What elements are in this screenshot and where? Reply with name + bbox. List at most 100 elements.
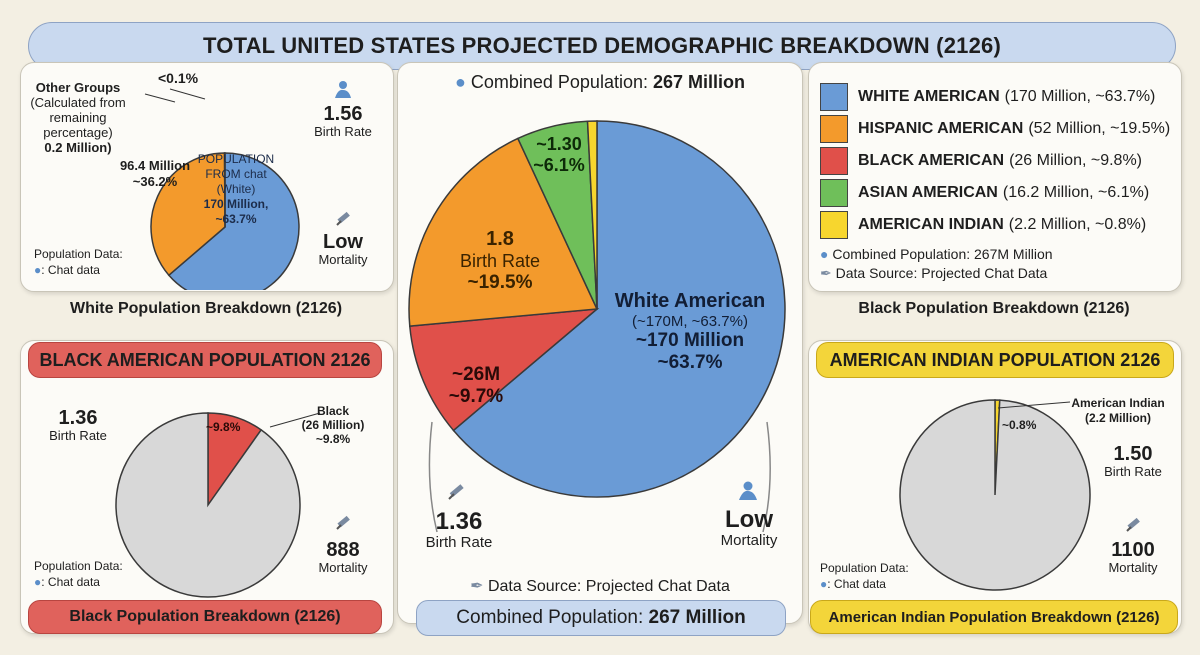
center-black-label: ~26M ~9.7% — [436, 364, 516, 408]
legend-item: HISPANIC AMERICAN (52 Million, ~19.5%) — [820, 115, 1170, 143]
person-icon: ● — [820, 577, 828, 591]
black-slice-label: ~9.8% — [206, 420, 241, 434]
center-combined: ● Combined Population: 267 Million — [400, 72, 800, 93]
syringe-small-icon: ✒ — [470, 578, 484, 595]
indian-panel-header-text: AMERICAN INDIAN POPULATION 2126 — [829, 349, 1161, 370]
white-breakdown-pie — [144, 88, 300, 290]
center-birth-rate: 1.36 Birth Rate — [414, 508, 504, 552]
center-asian-line1: ~1.30 — [536, 134, 582, 154]
pie-slice-hispanic — [150, 152, 226, 277]
black-pop-data: Population Data: ●: Chat data — [34, 558, 123, 590]
legend-item: ASIAN AMERICAN (16.2 Million, ~6.1%) — [820, 179, 1149, 207]
center-hisp-line1: 1.8 — [486, 228, 514, 250]
baby-icon: ● — [820, 246, 829, 262]
center-white-line3: ~170 Million — [635, 330, 745, 351]
black-pop-data-label: Population Data: — [34, 559, 123, 573]
white-breakdown-caption: White Population Breakdown (2126) — [69, 300, 343, 317]
pie-slice-white — [167, 152, 300, 290]
tl-white-line4: 170 Million, — [203, 197, 269, 211]
indian-mort-label: Mortality — [1108, 560, 1158, 575]
indian-pop-data-src: : Chat data — [827, 577, 886, 591]
tl-pop-data: Population Data: ●: Chat data — [34, 246, 123, 278]
center-black-line1: ~26M — [451, 364, 501, 385]
pie-slice-white — [452, 120, 786, 498]
legend-detail: (26 Million, ~9.8%) — [1009, 152, 1143, 169]
center-asian-line2: ~6.1% — [533, 155, 585, 175]
black-panel-header: BLACK AMERICAN POPULATION 2126 — [28, 342, 382, 378]
black-callout-line3: ~9.8% — [315, 432, 351, 446]
legend-source-text: Data Source: Projected Chat Data — [835, 265, 1048, 281]
legend-item: BLACK AMERICAN (26 Million, ~9.8%) — [820, 147, 1142, 175]
indian-panel-header: AMERICAN INDIAN POPULATION 2126 — [816, 342, 1174, 378]
black-mortality: 888 Mortality — [306, 540, 380, 575]
person-icon: ● — [34, 263, 42, 277]
black-birth-label: Birth Rate — [49, 428, 107, 443]
black-mort-label: Mortality — [318, 560, 368, 575]
legend-detail: (52 Million, ~19.5%) — [1028, 120, 1171, 137]
other-groups-line3: remaining — [49, 110, 107, 125]
legend-source: ✒ Data Source: Projected Chat Data — [820, 265, 1047, 282]
center-mort-label: Mortality — [720, 532, 778, 549]
tiny-slice-label: <0.1% — [158, 70, 199, 86]
indian-callout-line1: American Indian — [1071, 396, 1165, 410]
tl-pop-data-source: ●: Chat data — [34, 262, 123, 278]
center-mort-value: Low — [725, 506, 773, 533]
indian-pop-data: Population Data: ●: Chat data — [820, 560, 909, 592]
center-white-line2: (~170M, ~63.7%) — [632, 313, 748, 330]
pie-slice-hispanic — [408, 137, 599, 327]
person-icon: ● — [34, 575, 42, 589]
pie-slice-other — [115, 412, 301, 598]
black-mort-value: 888 — [326, 539, 360, 561]
black-birth-value: 1.36 — [58, 407, 98, 429]
center-source-text: Data Source: Projected Chat Data — [487, 578, 730, 595]
legend-name: AMERICAN INDIAN — [858, 216, 1004, 233]
other-groups-line4: percentage) — [43, 125, 113, 140]
main-title-text: TOTAL UNITED STATES PROJECTED DEMOGRAPHI… — [203, 33, 1001, 58]
tl-birth-rate: 1.56 Birth Rate — [306, 104, 380, 139]
tl-mort-value: Low — [323, 231, 363, 253]
indian-birth-value: 1.50 — [1113, 443, 1153, 465]
legend-card — [808, 62, 1182, 292]
center-hispanic-label: 1.8 Birth Rate ~19.5% — [440, 228, 560, 294]
indian-slice-label: ~0.8% — [1002, 418, 1037, 432]
syringe-icon — [336, 211, 350, 226]
black-pop-data-src: : Chat data — [41, 575, 100, 589]
black-panel-header-text: BLACK AMERICAN POPULATION 2126 — [39, 349, 371, 370]
total-demographic-pie — [408, 120, 786, 533]
black-pop-data-source: ●: Chat data — [34, 574, 123, 590]
indian-birth-label: Birth Rate — [1104, 464, 1162, 479]
baby-icon — [739, 481, 757, 500]
pie-slice-other — [899, 399, 1091, 591]
legend-swatch — [820, 211, 848, 239]
legend-item: AMERICAN INDIAN (2.2 Million, ~0.8%) — [820, 211, 1146, 239]
tl-white-label: POPULATION FROM chat (White) 170 Million… — [196, 152, 276, 227]
center-asian-label: ~1.30 ~6.1% — [522, 134, 596, 176]
legend-detail: (2.2 Million, ~0.8%) — [1008, 216, 1147, 233]
center-white-line1: White American — [614, 290, 766, 312]
center-birth-value: 1.36 — [435, 508, 483, 535]
tl-pop-data-src: : Chat data — [41, 263, 100, 277]
other-groups-line2: (Calculated from — [30, 95, 126, 110]
legend-swatch — [820, 179, 848, 207]
center-hisp-line3: ~19.5% — [467, 272, 533, 293]
tl-white-line1: POPULATION — [197, 152, 275, 166]
indian-panel-footer-text: American Indian Population Breakdown (21… — [828, 608, 1160, 626]
center-hisp-line2: Birth Rate — [459, 251, 541, 271]
person-icon: ● — [454, 72, 466, 92]
legend-detail: (170 Million, ~63.7%) — [1004, 88, 1156, 105]
tl-birth-label: Birth Rate — [314, 124, 372, 139]
syringe-icon — [448, 484, 464, 500]
tl-white-line3: (White) — [216, 182, 256, 196]
indian-population-pie — [899, 399, 1091, 591]
center-bottom-combined: Combined Population: 267 Million — [416, 600, 786, 636]
center-birth-label: Birth Rate — [425, 534, 493, 551]
legend-swatch — [820, 147, 848, 175]
tl-mortality: Low Mortality — [306, 232, 380, 267]
indian-birth-rate: 1.50 Birth Rate — [1096, 444, 1170, 479]
black-callout-line2: (26 Million) — [301, 418, 365, 432]
legend-combined: ● Combined Population: 267M Million — [820, 246, 1053, 262]
legend-combined-text: Combined Population: 267M Million — [832, 246, 1053, 262]
legend-swatch — [820, 115, 848, 143]
legend-name: HISPANIC AMERICAN — [858, 120, 1024, 137]
tl-hispanic-pct: ~36.2% — [132, 174, 178, 189]
